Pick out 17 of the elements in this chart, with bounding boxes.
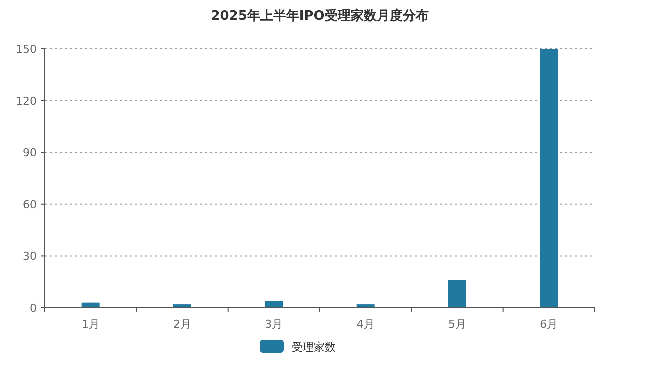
x-tick-label: 4月 [356,318,375,331]
bar [540,49,558,308]
bar [265,301,284,308]
y-tick-label: 0 [30,302,37,315]
legend-label: 受理家数 [292,341,336,354]
x-tick-label: 5月 [448,318,466,331]
x-tick-label: 3月 [265,318,284,331]
y-tick-label: 60 [23,198,37,212]
x-tick-label: 6月 [540,318,558,331]
y-tick-label: 90 [23,146,37,160]
x-tick-label: 1月 [82,318,100,331]
chart-title: 2025年上半年IPO受理家数月度分布 [211,8,429,24]
x-tick-label: 2月 [174,318,192,331]
y-tick-label: 150 [16,43,37,56]
y-tick-label: 120 [16,94,37,108]
bar [448,280,466,308]
y-tick-label: 30 [23,250,37,264]
